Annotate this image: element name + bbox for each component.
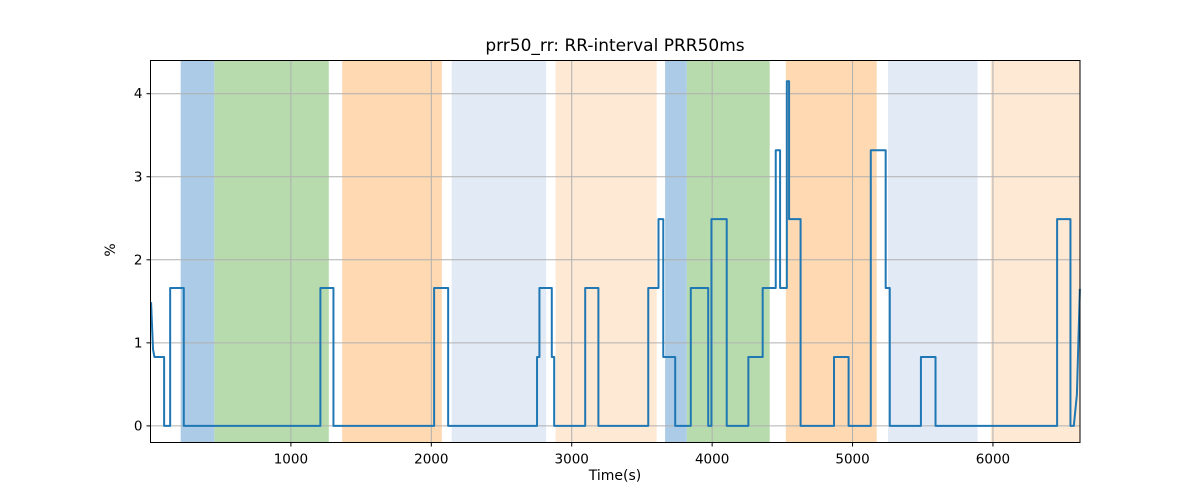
- stage-band-lavender: [888, 60, 978, 443]
- axes-layer: [146, 60, 1081, 447]
- bands-layer: [180, 60, 1080, 443]
- stage-band-peach: [990, 60, 1080, 443]
- plot-border: [150, 60, 1081, 443]
- stage-band-blue: [180, 60, 215, 443]
- stage-band-peach: [555, 60, 657, 443]
- x-axis-label: Time(s): [588, 468, 642, 484]
- x-tick-label: 2000: [414, 452, 448, 468]
- x-tick-label: 4000: [695, 452, 729, 468]
- y-tick-label: 4: [134, 86, 143, 102]
- stage-band-green: [214, 60, 329, 443]
- stage-band-orange: [342, 60, 442, 443]
- x-tick-label: 5000: [835, 452, 869, 468]
- series-layer: [150, 80, 1081, 427]
- y-tick-label: 0: [134, 418, 143, 434]
- tick-labels-layer: 1000 2000 3000 4000 5000 6000 0 1 2 3 4: [134, 86, 1010, 467]
- series-line-prr50_rr: [150, 80, 1081, 427]
- chart-title: prr50_rr: RR-interval PRR50ms: [485, 36, 745, 56]
- y-axis-label: %: [103, 243, 119, 257]
- x-tick-label: 6000: [976, 452, 1010, 468]
- stage-band-lavender: [451, 60, 547, 443]
- y-tick-label: 1: [134, 335, 143, 351]
- stage-band-orange: [785, 60, 877, 443]
- x-tick-label: 3000: [555, 452, 589, 468]
- stage-band-blue: [665, 60, 687, 443]
- x-tick-label: 1000: [274, 452, 308, 468]
- y-tick-label: 3: [134, 169, 143, 185]
- y-tick-label: 2: [134, 252, 143, 268]
- stage-band-green: [686, 60, 770, 443]
